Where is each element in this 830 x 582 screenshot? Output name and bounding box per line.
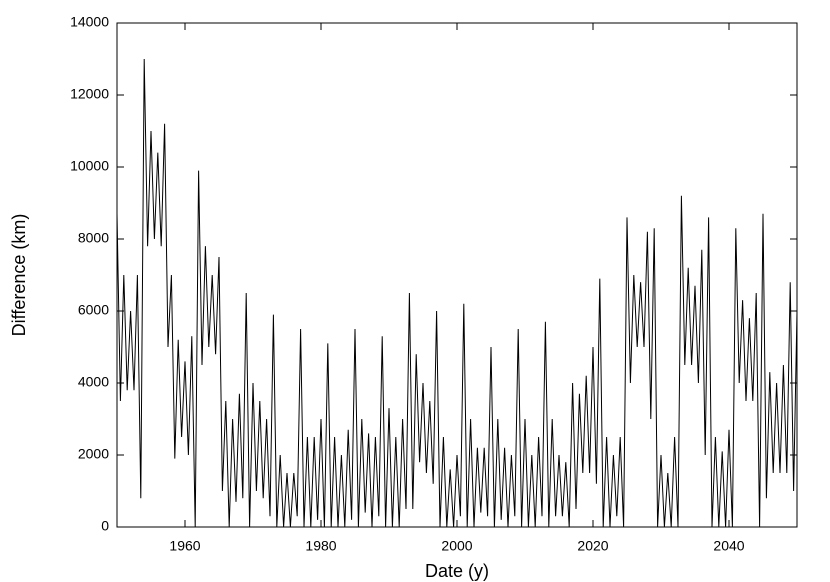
y-tick-label: 10000 [70,158,109,174]
x-tick-label: 1980 [305,538,336,554]
y-tick-label: 2000 [78,446,109,462]
x-tick-label: 2040 [713,538,744,554]
x-axis-label: Date (y) [425,561,489,581]
y-tick-label: 0 [101,518,109,534]
x-tick-label: 2020 [577,538,608,554]
y-tick-label: 4000 [78,374,109,390]
y-tick-label: 6000 [78,302,109,318]
y-tick-label: 14000 [70,14,109,30]
y-tick-label: 12000 [70,86,109,102]
x-tick-label: 2000 [441,538,472,554]
data-line [116,58,798,528]
x-tick-label: 1960 [169,538,200,554]
y-axis-label: Difference (km) [9,214,29,337]
y-tick-label: 8000 [78,230,109,246]
